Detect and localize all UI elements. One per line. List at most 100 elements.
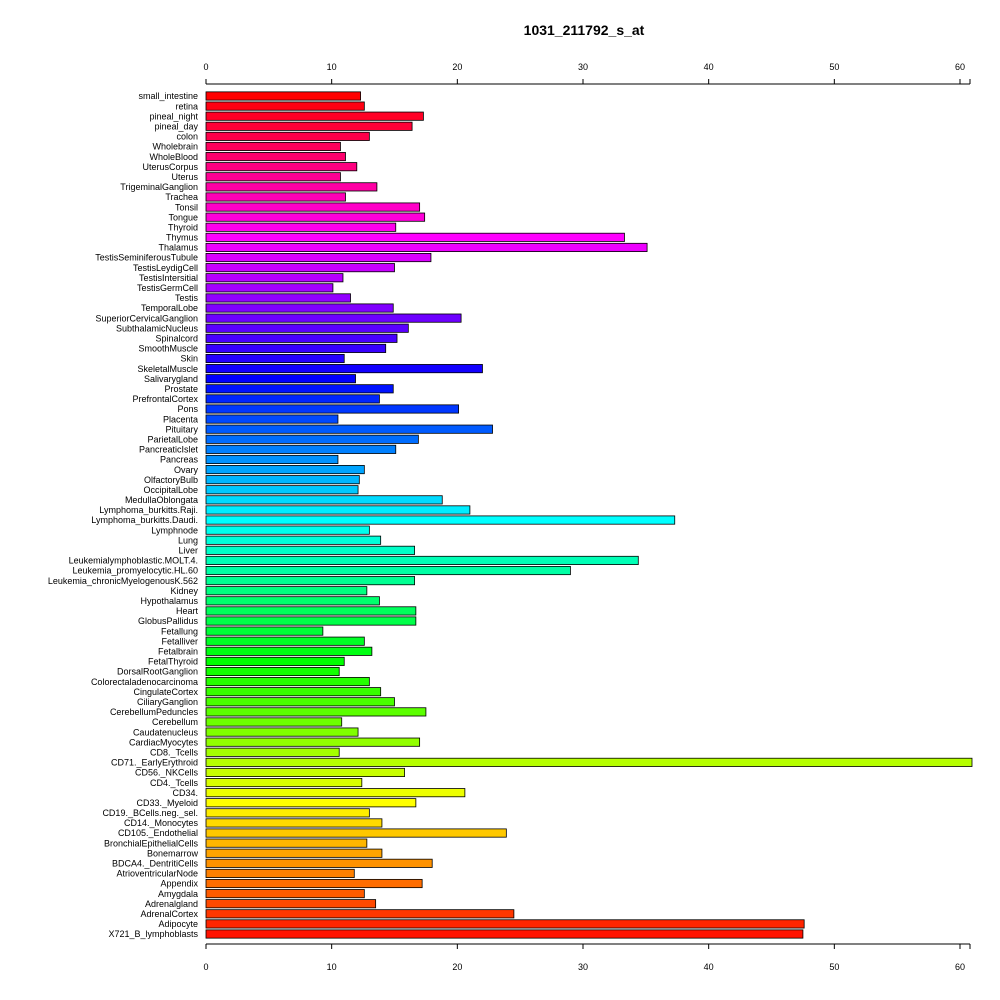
category-label: Skin [180,354,198,364]
category-label: UterusCorpus [142,162,198,172]
bar [205,788,466,798]
bar [205,333,398,343]
bar [205,636,365,646]
bar [205,374,356,384]
category-label: Spinalcord [155,334,198,344]
bar [205,131,370,141]
category-label: Hypothalamus [140,596,198,606]
category-label: CD34. [172,788,198,798]
top-tick-label: 20 [452,62,462,72]
category-label: Leukemialymphoblastic.MOLT.4. [69,556,198,566]
category-label: Cerebellum [152,717,198,727]
category-label: Thyroid [168,222,198,232]
category-label: Pons [177,404,198,414]
top-tick-label: 0 [203,62,208,72]
category-label: Tongue [168,212,198,222]
bar [205,414,339,424]
bar [205,141,341,152]
category-label: SmoothMuscle [138,344,198,354]
bar [205,626,324,636]
bar [205,596,380,606]
category-label: CD71._EarlyErythroid [111,758,198,768]
category-label: CardiacMyocytes [129,737,199,747]
category-label: Amygdala [158,889,198,899]
top-tick-label: 30 [578,62,588,72]
category-label: FetalThyroid [148,657,198,667]
category-label: Liver [178,546,198,556]
category-label: Adrenalgland [145,899,198,909]
bar [205,878,423,889]
category-label: GlobusPallidus [138,616,199,626]
top-tick-label: 60 [955,62,965,72]
bar [205,91,361,101]
bar [205,323,409,333]
category-label: Pancreas [160,455,199,465]
bar [205,727,359,737]
bar [205,152,346,162]
category-label: CD19._BCells.neg._sel. [102,808,198,818]
bar [205,909,515,919]
top-tick-label: 50 [829,62,839,72]
category-label: Prostate [164,384,198,394]
bar [205,172,341,182]
bar [205,808,370,818]
category-label: CiliaryGanglion [137,697,198,707]
category-label: CD105._Endothelial [118,828,198,838]
bar [205,646,373,656]
bar [205,707,427,717]
category-label: SuperiorCervicalGanglion [95,313,198,323]
category-label: OccipitalLobe [143,485,198,495]
bar [205,343,387,353]
bar [205,263,395,273]
category-label: Leukemia_chronicMyelogenousK.562 [48,576,198,586]
category-label: ParietalLobe [147,434,198,444]
category-label: Lymphoma_burkitts.Raji. [99,505,198,515]
bottom-tick-label: 60 [955,962,965,972]
bar [205,767,405,777]
category-label: Kidney [170,586,198,596]
category-label: CerebellumPeduncles [110,707,199,717]
category-label: Trachea [165,192,198,202]
bar [205,495,443,505]
category-label: Lung [178,535,198,545]
bar [205,798,417,808]
category-label: Uterus [171,172,198,182]
category-label: TestisGermCell [137,283,198,293]
category-label: Lymphoma_burkitts.Daudi. [91,515,198,525]
category-label: CD4._Tcells [150,778,199,788]
bar [205,929,804,939]
bar [205,717,343,727]
category-label: CD56._NKCells [135,768,199,778]
bar [205,404,459,414]
bar [205,858,433,868]
chart-title: 1031_211792_s_at [524,22,645,38]
bar [205,848,383,858]
bar [205,889,365,899]
bar [205,454,339,465]
bar [205,687,382,697]
category-label: TestisSeminiferousTubule [95,253,198,263]
category-label: SubthalamicNucleus [116,323,199,333]
category-label: TestisIntersitial [139,273,198,283]
bar [205,747,340,757]
bar [205,616,417,626]
category-label: Appendix [160,879,198,889]
bar [205,757,973,767]
bar [205,778,363,788]
bar [205,364,483,374]
category-label: Tonsil [175,202,198,212]
bars-group [205,91,973,939]
bar [205,192,346,202]
bar [205,475,360,485]
category-label: SkeletalMuscle [137,364,198,374]
top-tick-label: 40 [704,62,714,72]
bar [205,545,416,555]
category-label: CD33._Myeloid [136,798,198,808]
category-label: Bonemarrow [147,848,199,858]
bar [205,162,358,172]
category-label: Placenta [163,414,198,424]
bar [205,485,359,495]
bar [205,828,507,838]
